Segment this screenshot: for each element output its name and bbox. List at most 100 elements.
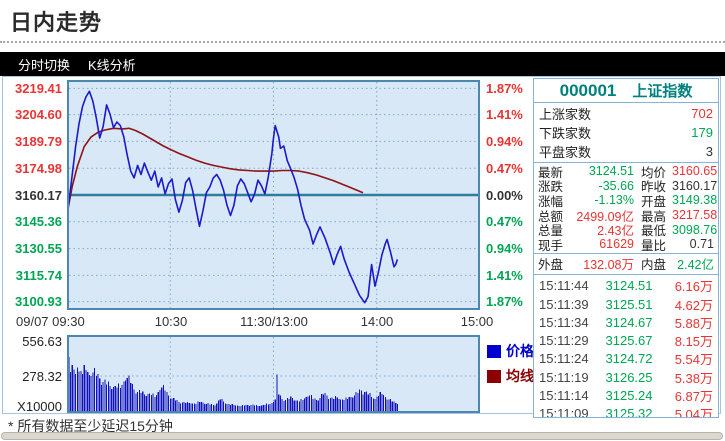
- quote-panel: 000001 上证指数 上涨家数 702 下跌家数 179 平盘家数 3 最新 3124.5…: [533, 78, 719, 418]
- quote-value: 2.43亿: [597, 224, 634, 239]
- tick-row: 15:11:24 3124.72 5.54万: [539, 350, 713, 368]
- tick-price: 3124.72: [605, 351, 653, 367]
- tick-row: 15:11:39 3125.51 4.62万: [539, 295, 713, 313]
- quote-label: 最高: [641, 209, 667, 224]
- market-breadth: 上涨家数 702 下跌家数 179 平盘家数 3: [534, 103, 718, 163]
- price-chart[interactable]: [66, 80, 480, 310]
- time-axis-label: 14:00: [360, 314, 394, 329]
- tick-price: 3126.25: [605, 369, 653, 385]
- time-axis-label: 11:30/13:00: [240, 314, 308, 329]
- price-axis-label: 3174.98: [15, 160, 62, 176]
- quote-row: 现手 61629 量比 0.71: [538, 237, 714, 253]
- quote-grid: 最新 3124.51 均价 3160.65 涨跌 -35.66 昨收 3160.17 涨幅 -1.…: [534, 163, 718, 254]
- price-axis-label: 3204.60: [15, 107, 62, 123]
- legend-label: 价格: [506, 343, 534, 359]
- tick-volume: 6.87万: [674, 389, 713, 404]
- legend-item-average: 均线: [487, 366, 534, 386]
- quote-label: 量比: [641, 238, 667, 253]
- outer-volume-value: 132.08万: [583, 258, 634, 273]
- time-axis-label: 15:00: [460, 314, 494, 329]
- tick-time: 15:11:29: [539, 333, 589, 349]
- quote-row: 涨跌 -35.66 昨收 3160.17: [538, 178, 718, 195]
- tick-row: 15:11:19 3126.25 5.38万: [539, 368, 713, 386]
- quote-label: 现手: [538, 238, 564, 253]
- percent-axis-label: 0.00%: [486, 187, 523, 203]
- tick-time: 15:11:14: [539, 387, 589, 403]
- average-swatch-icon: [487, 369, 501, 383]
- legend-label: 均线: [506, 368, 534, 384]
- tick-row: 15:11:14 3125.24 6.87万: [539, 386, 713, 404]
- quote-label: 均价: [641, 165, 667, 180]
- volume-bars: [66, 341, 398, 411]
- quote-label: 最低: [641, 224, 667, 239]
- tab-kline[interactable]: K线分析: [88, 57, 136, 73]
- tick-price: 3124.67: [605, 314, 653, 330]
- legend-item-price: 价格: [487, 341, 534, 361]
- quote-row: 涨幅 -1.13% 开盘 3149.38: [538, 193, 718, 209]
- tick-price: 3125.24: [605, 387, 653, 403]
- tick-row: 15:11:34 3124.67 5.88万: [539, 313, 713, 331]
- quote-value: -1.13%: [594, 193, 634, 208]
- tab-timeshare[interactable]: 分时切换: [18, 57, 71, 73]
- inout-row: 外盘 132.08万 内盘 2.42亿: [534, 254, 718, 275]
- page-title: 日内走势: [10, 10, 103, 35]
- tick-time: 15:11:19: [539, 369, 589, 385]
- chart-frame: [2, 76, 721, 414]
- time-axis-label: 09/07 09:30: [16, 314, 85, 329]
- breadth-label: 上涨家数: [539, 107, 592, 122]
- tick-volume: 5.38万: [674, 370, 713, 386]
- outer-volume-label: 外盘: [538, 258, 564, 273]
- quote-value: 3124.51: [588, 164, 634, 179]
- breadth-value: 702: [691, 106, 713, 121]
- tick-list: 15:11:44 3124.51 6.16万 15:11:39 3125.51 4.62万…: [534, 275, 718, 417]
- index-code: 000001: [559, 80, 617, 100]
- index-name: 上证指数: [632, 83, 693, 100]
- tick-volume: 8.15万: [674, 334, 713, 350]
- delay-footnote: * 所有数据至少延迟15分钟: [8, 418, 173, 434]
- quote-label: 开盘: [641, 194, 667, 209]
- inner-volume-label: 内盘: [641, 258, 667, 273]
- tick-time: 15:11:39: [539, 296, 589, 312]
- quote-value: 3149.38: [672, 193, 718, 208]
- price-chart-svg: [66, 80, 480, 310]
- price-line: [66, 90, 399, 304]
- price-axis-label: 3100.93: [15, 294, 62, 310]
- percent-axis-label: 1.87%: [486, 80, 523, 96]
- quote-label: 昨收: [641, 180, 667, 195]
- quote-value: 3160.65: [672, 164, 718, 179]
- tick-price: 3124.51: [605, 278, 653, 294]
- percent-axis-label: 0.47%: [486, 160, 523, 176]
- breadth-label: 平盘家数: [539, 145, 592, 160]
- percent-axis-label: 0.94%: [486, 241, 523, 257]
- tick-price: 3125.32: [605, 406, 653, 417]
- tick-row: 15:11:44 3124.51 6.16万: [539, 277, 713, 295]
- volume-gridlines: [69, 337, 478, 411]
- percent-axis-label: 1.87%: [486, 294, 523, 310]
- price-axis-label: 3130.55: [15, 241, 62, 257]
- price-swatch-icon: [487, 344, 501, 358]
- chart-tabbar: 分时切换 K线分析: [0, 52, 725, 76]
- tick-price: 3125.51: [605, 296, 653, 312]
- breadth-value: 3: [705, 144, 713, 159]
- tick-volume: 4.62万: [674, 297, 713, 313]
- tick-row: 15:11:09 3125.32 5.04万: [539, 405, 713, 417]
- tick-row: 15:11:29 3125.67 8.15万: [539, 331, 713, 349]
- breadth-value: 179: [691, 125, 713, 140]
- quote-value: 3098.76: [672, 222, 718, 237]
- quote-value: 61629: [599, 237, 634, 252]
- quote-row: 总额 2499.09亿 最高 3217.58: [538, 208, 718, 224]
- title-divider: [0, 41, 725, 43]
- quote-row: 最新 3124.51 均价 3160.65: [538, 164, 718, 180]
- quote-label: 涨幅: [538, 194, 564, 209]
- quote-value: 3160.17: [672, 178, 718, 193]
- volume-axis-label: 556.63: [22, 333, 62, 349]
- quote-value: 2499.09亿: [576, 209, 634, 224]
- tick-volume: 5.54万: [674, 352, 713, 368]
- horizontal-scrollbar[interactable]: [1, 432, 723, 440]
- quote-value: 0.71: [689, 237, 714, 252]
- percent-axis-label: 1.41%: [486, 107, 523, 123]
- tick-time: 15:11:09: [539, 406, 589, 417]
- quote-value: 3217.58: [672, 208, 718, 223]
- price-axis-label: 3219.41: [15, 80, 62, 96]
- volume-chart[interactable]: [66, 335, 480, 413]
